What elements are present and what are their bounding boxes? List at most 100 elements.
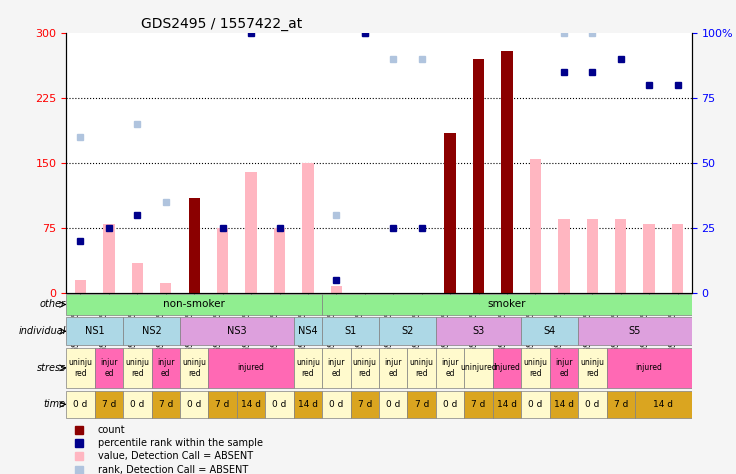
FancyBboxPatch shape [521, 391, 550, 418]
FancyBboxPatch shape [578, 318, 692, 345]
FancyBboxPatch shape [350, 391, 379, 418]
Text: 0 d: 0 d [130, 400, 144, 409]
FancyBboxPatch shape [180, 347, 208, 388]
Bar [217, 228, 228, 293]
Bar [501, 155, 513, 293]
Text: injur
ed: injur ed [442, 358, 459, 378]
FancyBboxPatch shape [66, 391, 95, 418]
Text: 7 d: 7 d [471, 400, 486, 409]
Bar [103, 224, 115, 293]
FancyBboxPatch shape [379, 318, 436, 345]
Text: NS4: NS4 [298, 326, 318, 336]
Text: value, Detection Call = ABSENT: value, Detection Call = ABSENT [97, 451, 252, 462]
Bar [473, 159, 484, 293]
FancyBboxPatch shape [606, 391, 635, 418]
Text: injured: injured [238, 364, 264, 373]
Text: uninju
red: uninju red [580, 358, 604, 378]
Bar [672, 224, 683, 293]
Text: time: time [43, 400, 66, 410]
Text: smoker: smoker [488, 300, 526, 310]
FancyBboxPatch shape [436, 391, 464, 418]
FancyBboxPatch shape [436, 347, 464, 388]
Text: uninju
red: uninju red [68, 358, 93, 378]
Text: 0 d: 0 d [585, 400, 600, 409]
Text: uninju
red: uninju red [410, 358, 434, 378]
Text: S1: S1 [344, 326, 357, 336]
FancyBboxPatch shape [294, 318, 322, 345]
Text: NS2: NS2 [141, 326, 161, 336]
Text: S5: S5 [629, 326, 641, 336]
FancyBboxPatch shape [436, 318, 521, 345]
FancyBboxPatch shape [493, 391, 521, 418]
Text: 0 d: 0 d [528, 400, 542, 409]
FancyBboxPatch shape [635, 391, 692, 418]
FancyBboxPatch shape [350, 347, 379, 388]
FancyBboxPatch shape [294, 391, 322, 418]
FancyBboxPatch shape [265, 391, 294, 418]
Text: injur
ed: injur ed [100, 358, 118, 378]
FancyBboxPatch shape [322, 294, 692, 315]
FancyBboxPatch shape [606, 347, 692, 388]
FancyBboxPatch shape [379, 347, 408, 388]
FancyBboxPatch shape [322, 347, 350, 388]
Text: non-smoker: non-smoker [163, 300, 225, 310]
Bar [473, 59, 484, 293]
FancyBboxPatch shape [66, 294, 322, 315]
Bar [330, 286, 342, 293]
FancyBboxPatch shape [237, 391, 265, 418]
Bar [132, 263, 143, 293]
Text: 0 d: 0 d [386, 400, 400, 409]
FancyBboxPatch shape [180, 391, 208, 418]
FancyBboxPatch shape [123, 347, 152, 388]
Text: injur
ed: injur ed [384, 358, 402, 378]
Text: 0 d: 0 d [272, 400, 287, 409]
FancyBboxPatch shape [550, 347, 578, 388]
Bar [75, 280, 86, 293]
Bar [245, 172, 257, 293]
Text: injur
ed: injur ed [328, 358, 345, 378]
Text: uninju
red: uninju red [296, 358, 320, 378]
Text: 0 d: 0 d [74, 400, 88, 409]
FancyBboxPatch shape [180, 318, 294, 345]
FancyBboxPatch shape [152, 347, 180, 388]
Bar [445, 133, 456, 293]
Text: 7 d: 7 d [414, 400, 429, 409]
FancyBboxPatch shape [464, 391, 493, 418]
Text: 14 d: 14 d [497, 400, 517, 409]
Bar [558, 219, 570, 293]
FancyBboxPatch shape [123, 318, 180, 345]
Text: 14 d: 14 d [554, 400, 574, 409]
Text: 7 d: 7 d [102, 400, 116, 409]
Bar [188, 198, 200, 293]
Text: uninju
red: uninju red [523, 358, 548, 378]
FancyBboxPatch shape [578, 391, 606, 418]
FancyBboxPatch shape [95, 391, 123, 418]
Text: S3: S3 [473, 326, 485, 336]
FancyBboxPatch shape [95, 347, 123, 388]
Text: 14 d: 14 d [241, 400, 261, 409]
FancyBboxPatch shape [521, 318, 578, 345]
Text: uninjured: uninjured [460, 364, 497, 373]
Text: individual: individual [18, 326, 66, 336]
Text: count: count [97, 425, 125, 435]
Bar [274, 228, 285, 293]
Text: rank, Detection Call = ABSENT: rank, Detection Call = ABSENT [97, 465, 248, 474]
Text: percentile rank within the sample: percentile rank within the sample [97, 438, 263, 448]
FancyBboxPatch shape [379, 391, 408, 418]
FancyBboxPatch shape [322, 318, 379, 345]
Text: NS3: NS3 [227, 326, 247, 336]
FancyBboxPatch shape [208, 347, 294, 388]
Text: 7 d: 7 d [614, 400, 628, 409]
FancyBboxPatch shape [493, 347, 521, 388]
Text: S4: S4 [543, 326, 556, 336]
Bar [643, 224, 655, 293]
Text: 14 d: 14 d [298, 400, 318, 409]
FancyBboxPatch shape [550, 391, 578, 418]
FancyBboxPatch shape [578, 347, 606, 388]
FancyBboxPatch shape [66, 318, 123, 345]
Text: NS1: NS1 [85, 326, 105, 336]
FancyBboxPatch shape [66, 347, 95, 388]
Text: 14 d: 14 d [654, 400, 673, 409]
Bar [160, 283, 171, 293]
Text: 7 d: 7 d [216, 400, 230, 409]
